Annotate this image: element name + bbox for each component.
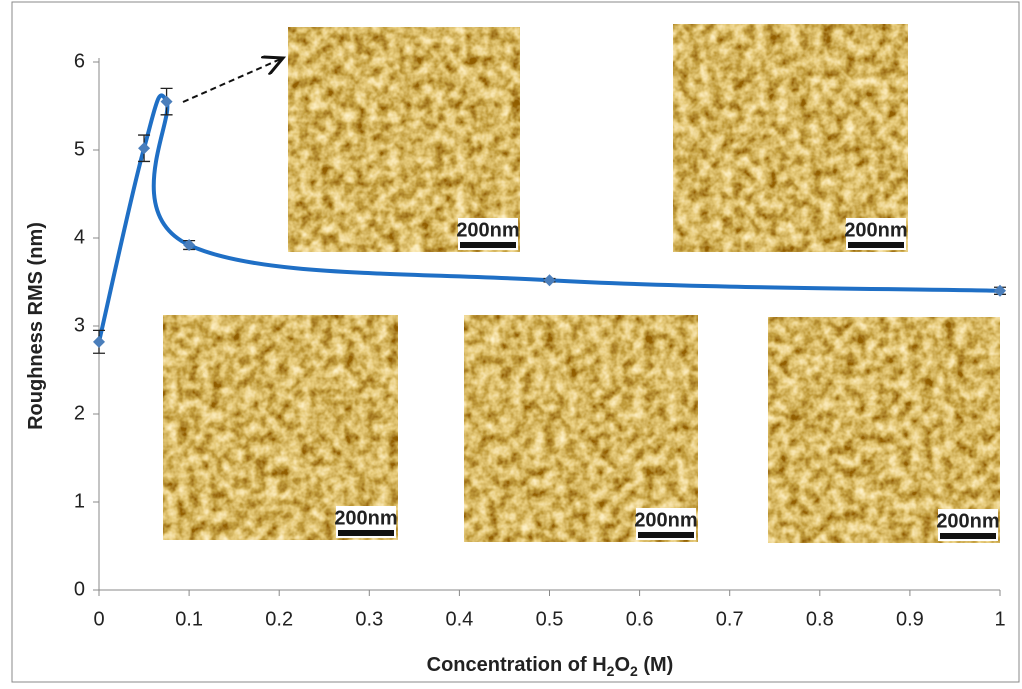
x-tick-label: 0.7 — [716, 608, 744, 630]
x-title-sub: 2 — [607, 663, 615, 679]
x-tick-label: 0.4 — [445, 608, 473, 630]
arrow — [182, 58, 283, 103]
scale-label: 200nm — [334, 507, 397, 529]
afm-image: 200nm — [673, 24, 908, 252]
x-tick-label: 0.5 — [536, 608, 564, 630]
x-tick-label: 1 — [994, 608, 1005, 630]
x-tick-label: 0.1 — [175, 608, 203, 630]
scale-label: 200nm — [456, 219, 519, 241]
afm-image: 200nm — [163, 315, 398, 540]
scale-bar — [338, 530, 394, 536]
afm-texture — [288, 27, 520, 252]
scale-label: 200nm — [936, 510, 999, 532]
data-point — [138, 142, 151, 155]
scale-bar — [848, 242, 904, 248]
x-tick-label: 0.3 — [355, 608, 383, 630]
y-tick-label: 2 — [74, 402, 85, 424]
scale-label: 200nm — [844, 219, 907, 241]
y-tick-label: 1 — [74, 490, 85, 512]
afm-image: 200nm — [768, 317, 1000, 543]
x-axis-title: Concentration of H2O2 (M) — [427, 654, 674, 679]
x-title-sub: 2 — [630, 663, 638, 679]
afm-texture — [768, 317, 1000, 543]
x-tick-label: 0.2 — [265, 608, 293, 630]
y-tick-label: 0 — [74, 578, 85, 600]
x-tick-label: 0.8 — [806, 608, 834, 630]
x-tick-label: 0.9 — [896, 608, 924, 630]
y-tick-label: 5 — [74, 138, 85, 160]
x-tick-label: 0.6 — [626, 608, 654, 630]
afm-texture — [464, 315, 698, 542]
data-point — [183, 239, 196, 252]
afm-texture — [163, 315, 398, 540]
x-title-part: O — [614, 654, 630, 676]
data-point — [93, 335, 105, 348]
x-title-part: Concentration of H — [427, 654, 607, 676]
y-tick-label: 4 — [74, 226, 85, 248]
data-point — [543, 274, 556, 287]
x-title-part: (M) — [638, 654, 674, 676]
data-point — [994, 284, 1006, 297]
y-tick-label: 3 — [74, 314, 85, 336]
scale-bar — [940, 533, 996, 539]
afm-image: 200nm — [464, 315, 698, 542]
afm-texture — [673, 24, 908, 252]
data-point — [160, 95, 173, 108]
y-tick-label: 6 — [74, 50, 85, 72]
scale-bar — [638, 532, 694, 538]
scale-label: 200nm — [634, 509, 697, 531]
y-axis-title: Roughness RMS (nm) — [25, 222, 47, 430]
afm-image: 200nm — [288, 27, 520, 252]
x-tick-label: 0 — [93, 608, 104, 630]
scale-bar — [460, 242, 516, 248]
